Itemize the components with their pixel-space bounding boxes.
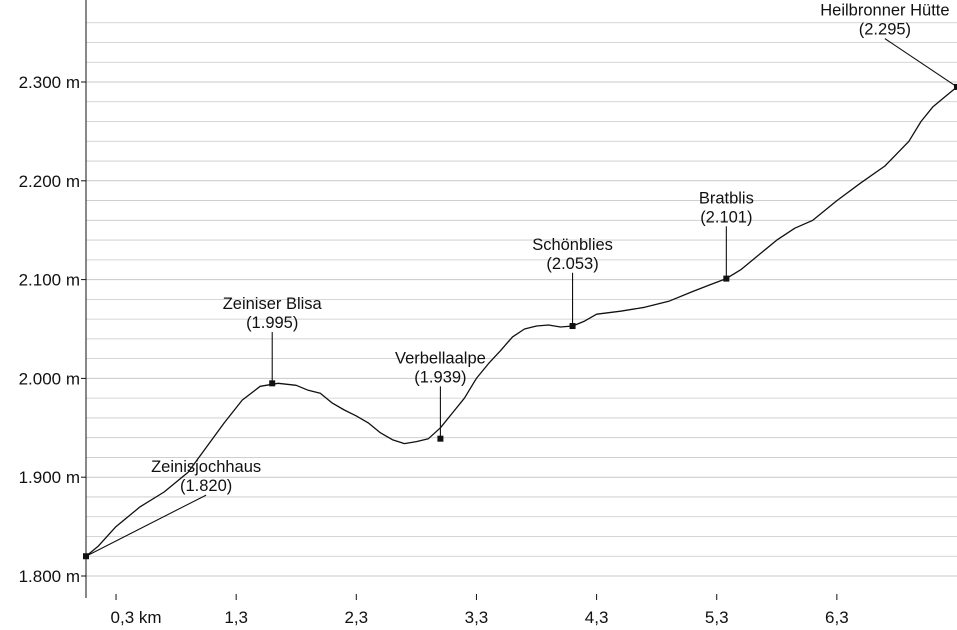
x-tick-label: 4,3: [585, 608, 609, 627]
elevation-line: [85, 86, 957, 557]
x-tick-label: 1,3: [224, 608, 248, 627]
waypoint-elevation-bratblis: (2.101): [700, 208, 752, 226]
waypoint-name-zeinisjochhaus: Zeinisjochhaus: [151, 458, 261, 476]
waypoint-connector-heilbronner-h-tte: [884, 38, 957, 88]
x-tick-label: 0,3 km: [111, 608, 162, 627]
waypoint-connector-zeinisjochhaus: [85, 494, 207, 557]
waypoint-name-heilbronner-h-tte: Heilbronner Hütte: [820, 2, 949, 20]
waypoint-marker-heilbronner-h-tte: [954, 83, 957, 90]
y-tick-label: 2.000 m: [19, 369, 80, 388]
waypoint-name-sch-nblies: Schönblies: [532, 236, 613, 254]
x-tick-label: 3,3: [465, 608, 489, 627]
y-tick-label: 2.300 m: [19, 73, 80, 92]
waypoint-elevation-zeiniser-blisa: (1.995): [246, 314, 298, 332]
x-axis-ticks: 0,3 km 1,3 2,3 3,3 4,3 5,3 6,3: [111, 594, 849, 627]
elevation-series: [85, 86, 957, 557]
waypoint-elevation-heilbronner-h-tte: (2.295): [859, 21, 911, 39]
y-tick-label: 1.800 m: [19, 567, 80, 586]
waypoint-elevation-verbellaalpe: (1.939): [414, 368, 466, 386]
y-tick-label: 2.200 m: [19, 172, 80, 191]
waypoint-name-verbellaalpe: Verbellaalpe: [395, 349, 486, 367]
waypoint-elevation-sch-nblies: (2.053): [546, 255, 598, 273]
waypoint-elevation-zeinisjochhaus: (1.820): [180, 477, 232, 495]
y-axis-ticks: 1.800 m 1.900 m 2.000 m 2.100 m 2.200 m 2.300…: [19, 73, 86, 586]
x-tick-label: 5,3: [705, 608, 729, 627]
waypoint-annotations: Zeinisjochhaus(1.820) Zeiniser Blisa(1.99…: [83, 2, 957, 560]
horizontal-grid-lines: [86, 22, 957, 577]
x-tick-label: 2,3: [344, 608, 368, 627]
y-tick-label: 2.100 m: [19, 271, 80, 290]
waypoint-name-zeiniser-blisa: Zeiniser Blisa: [223, 295, 323, 313]
x-tick-label: 6,3: [825, 608, 849, 627]
waypoint-name-bratblis: Bratblis: [699, 189, 754, 207]
y-tick-label: 1.900 m: [19, 468, 80, 487]
